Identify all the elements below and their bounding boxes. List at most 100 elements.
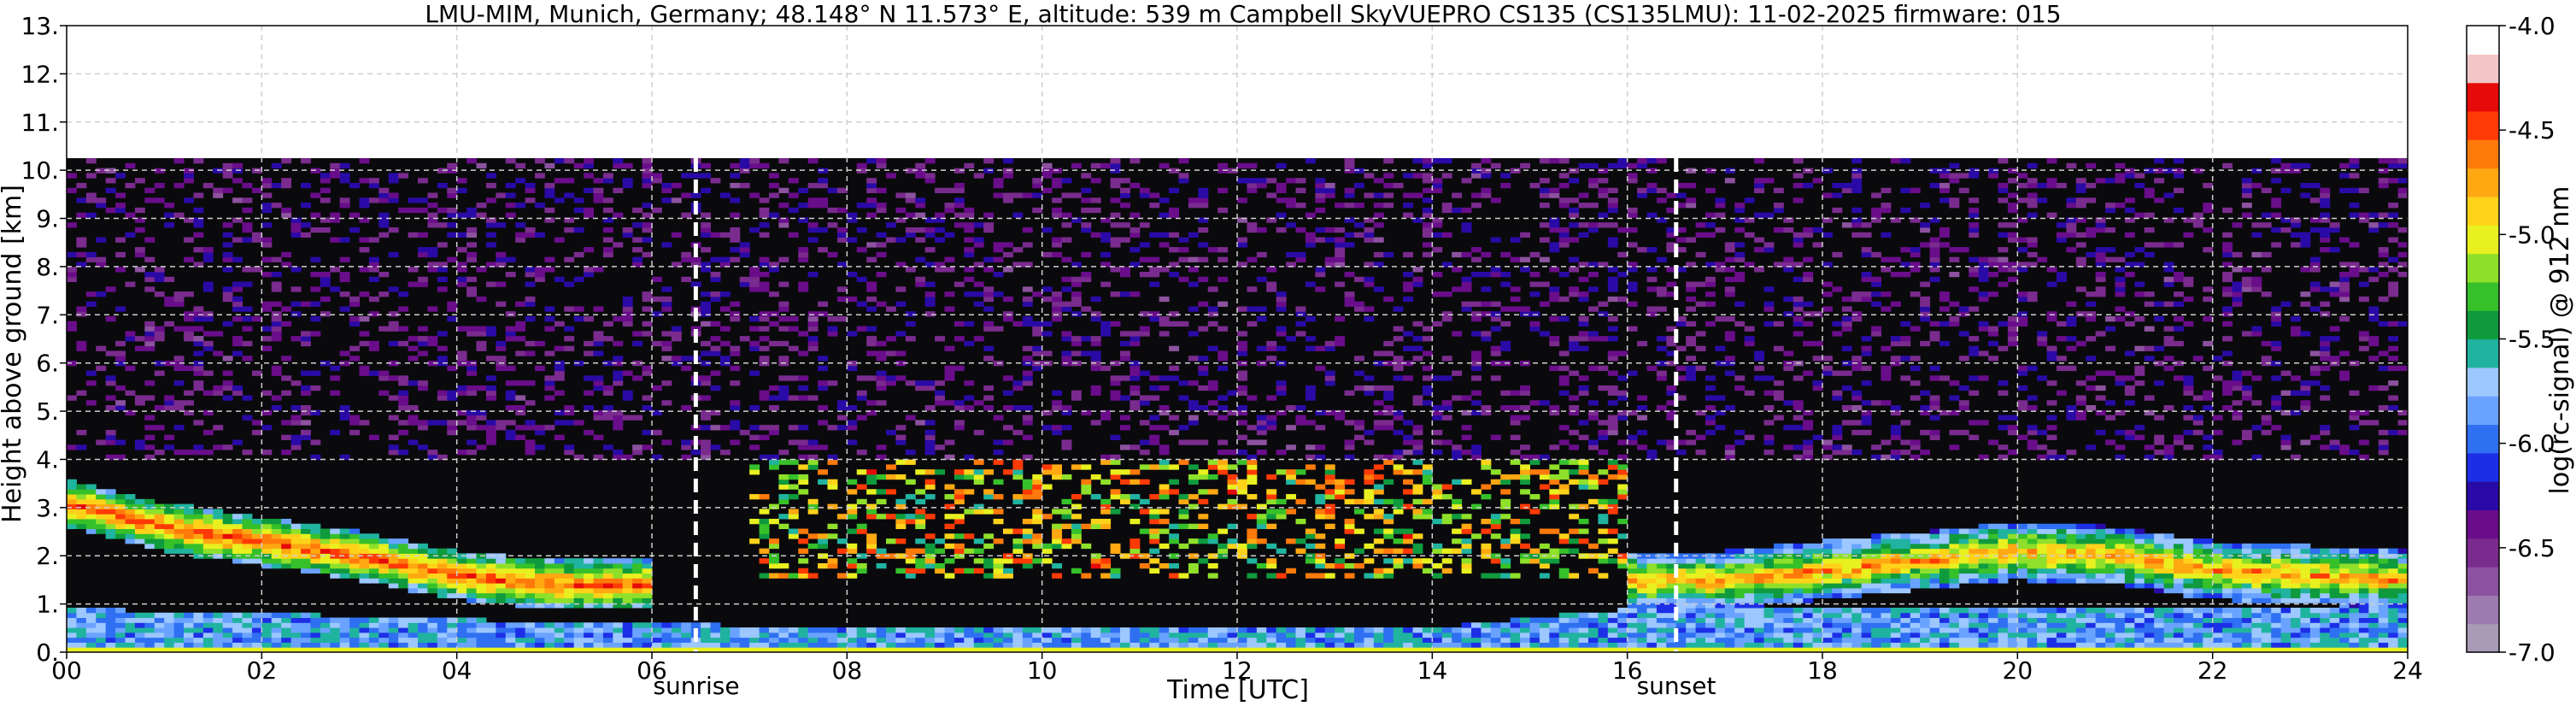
heatmap-cell: [564, 622, 575, 628]
heatmap-cell: [339, 543, 350, 550]
heatmap-cell: [1471, 192, 1482, 198]
heatmap-cell: [1237, 306, 1247, 312]
heatmap-cell: [749, 326, 760, 332]
heatmap-cell: [76, 503, 87, 509]
heatmap-cell: [593, 587, 604, 594]
heatmap-cell: [1276, 326, 1287, 332]
heatmap-cell: [1637, 603, 1647, 609]
heatmap-cell: [584, 603, 594, 609]
heatmap-cell: [886, 429, 896, 436]
heatmap-cell: [1549, 528, 1560, 534]
heatmap-cell: [1354, 425, 1364, 431]
heatmap-cell: [213, 187, 224, 194]
heatmap-cell: [876, 474, 887, 480]
heatmap-cell: [554, 321, 565, 327]
heatmap-cell: [622, 587, 633, 594]
heatmap-cell: [778, 315, 789, 322]
heatmap-cell: [515, 637, 526, 643]
heatmap-cell: [1500, 474, 1511, 480]
heatmap-cell: [1549, 336, 1560, 342]
heatmap-cell: [349, 420, 360, 426]
heatmap-cell: [1149, 533, 1160, 539]
heatmap-cell: [1598, 311, 1609, 317]
heatmap-cell: [836, 548, 848, 554]
heatmap-cell: [447, 587, 458, 594]
heatmap-cell: [1364, 173, 1375, 179]
heatmap-cell: [1295, 548, 1306, 554]
heatmap-cell: [1471, 203, 1482, 209]
heatmap-cell: [115, 405, 126, 411]
heatmap-cell: [1403, 642, 1413, 648]
heatmap-cell: [261, 237, 273, 243]
heatmap-cell: [144, 533, 155, 539]
heatmap-cell: [798, 331, 809, 337]
heatmap-cell: [1558, 425, 1570, 431]
heatmap-cell: [710, 350, 721, 356]
heatmap-cell: [1354, 434, 1364, 440]
heatmap-cell: [759, 533, 770, 539]
heatmap-cell: [232, 528, 243, 534]
heatmap-cell: [1481, 271, 1492, 278]
heatmap-cell: [622, 395, 633, 401]
heatmap-cell: [964, 247, 975, 253]
heatmap-cell: [1090, 336, 1101, 342]
heatmap-cell: [1393, 538, 1404, 544]
heatmap-cell: [544, 568, 555, 574]
heatmap-cell: [1295, 405, 1306, 411]
heatmap-cell: [1120, 203, 1130, 209]
heatmap-cell: [1090, 162, 1101, 169]
heatmap-cell: [398, 390, 409, 396]
heatmap-cell: [1471, 627, 1482, 633]
heatmap-cell: [1617, 158, 1628, 164]
heatmap-cell: [807, 647, 819, 653]
heatmap-cell: [1598, 514, 1609, 520]
heatmap-cell: [1012, 494, 1024, 500]
heatmap-cell: [1364, 469, 1375, 475]
heatmap-cell: [349, 553, 360, 559]
heatmap-cell: [368, 573, 379, 579]
heatmap-cell: [1481, 627, 1492, 633]
heatmap-cell: [1646, 583, 1658, 589]
heatmap-cell: [1247, 222, 1258, 228]
heatmap-cell: [505, 395, 516, 401]
heatmap-cell: [759, 212, 770, 218]
heatmap-cell: [202, 612, 214, 619]
heatmap-cell: [1149, 315, 1160, 322]
heatmap-cell: [671, 232, 682, 238]
heatmap-cell: [613, 158, 624, 164]
heatmap-cell: [924, 637, 936, 643]
heatmap-cell: [164, 617, 175, 623]
heatmap-cell: [1100, 518, 1112, 525]
heatmap-cell: [96, 612, 107, 619]
heatmap-cell: [290, 217, 302, 223]
heatmap-cell: [154, 612, 165, 619]
heatmap-cell: [993, 256, 1004, 262]
heatmap-cell: [895, 350, 907, 356]
heatmap-cell: [1022, 558, 1033, 564]
heatmap-cell: [1090, 518, 1101, 525]
heatmap-cell: [602, 173, 613, 179]
heatmap-cell: [602, 409, 613, 416]
heatmap-cell: [1578, 459, 1589, 465]
heatmap-cell: [320, 647, 331, 653]
heatmap-cell: [1178, 178, 1189, 184]
heatmap-cell: [1061, 192, 1072, 198]
heatmap-cell: [1403, 296, 1413, 303]
heatmap-cell: [1471, 375, 1482, 381]
heatmap-cell: [85, 158, 97, 164]
heatmap-cell: [1656, 573, 1667, 579]
heatmap-cell: [485, 173, 496, 179]
heatmap-cell: [535, 587, 545, 594]
heatmap-cell: [847, 573, 858, 579]
heatmap-cell: [602, 573, 613, 579]
heatmap-cell: [807, 340, 819, 347]
heatmap-cell: [1461, 562, 1472, 569]
heatmap-cell: [1081, 637, 1092, 643]
heatmap-cell: [924, 444, 936, 450]
heatmap-cell: [1578, 617, 1589, 623]
heatmap-cell: [67, 498, 77, 505]
heatmap-cell: [1539, 192, 1550, 198]
heatmap-cell: [1412, 439, 1423, 445]
heatmap-cell: [437, 647, 448, 653]
heatmap-cell: [584, 622, 594, 628]
